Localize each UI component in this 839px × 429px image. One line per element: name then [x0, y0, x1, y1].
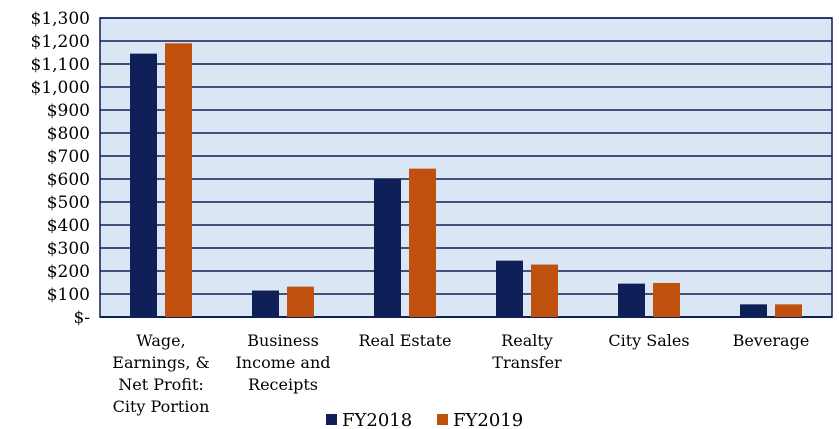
y-tick-label: $800	[47, 124, 90, 144]
bar-fy2018	[374, 179, 401, 317]
y-tick-label: $200	[47, 262, 90, 282]
legend: FY2018 FY2019	[326, 410, 523, 429]
bar-fy2019	[165, 43, 192, 318]
y-tick-label: $100	[47, 285, 90, 305]
y-tick-label: $400	[47, 216, 90, 236]
x-axis-category-labels: Wage, Earnings, & Net Profit: City Portion B…	[112, 331, 809, 416]
bars	[130, 43, 802, 318]
y-tick-label: $900	[47, 101, 90, 121]
y-axis-tick-labels: $- $100 $200 $300 $400 $500 $600 $700 $800 $900 $1…	[31, 9, 90, 328]
legend-swatch-fy2018	[326, 414, 337, 425]
y-tick-label: $500	[47, 193, 90, 213]
y-tick-label: $1,200	[31, 32, 90, 52]
bar-fy2018	[740, 304, 767, 317]
y-tick-label: $300	[47, 239, 90, 259]
bar-fy2018	[618, 283, 645, 317]
x-category-label: Beverage	[733, 331, 810, 350]
y-tick-label: $1,000	[31, 78, 90, 98]
bar-fy2019	[409, 168, 436, 317]
bar-fy2018	[496, 260, 523, 317]
x-category-label: Real Estate	[358, 331, 451, 350]
gridlines	[100, 17, 832, 318]
x-category-label: Realty Transfer	[492, 331, 562, 372]
bar-fy2019	[653, 282, 680, 317]
bar-fy2019	[287, 286, 314, 317]
x-category-label: Business Income and Receipts	[235, 331, 330, 394]
plot-area	[99, 17, 833, 318]
bar-fy2018	[252, 290, 279, 317]
x-category-label: Wage, Earnings, & Net Profit: City Portion	[112, 331, 209, 416]
bar-fy2018	[130, 53, 157, 318]
y-tick-label: $-	[73, 308, 90, 328]
y-tick-label: $600	[47, 170, 90, 190]
y-tick-label: $1,300	[31, 9, 90, 29]
bar-fy2019	[775, 304, 802, 317]
y-tick-label: $700	[47, 147, 90, 167]
legend-label-fy2018: FY2018	[342, 410, 412, 429]
x-category-label: City Sales	[608, 331, 689, 350]
legend-swatch-fy2019	[437, 414, 448, 425]
y-tick-label: $1,100	[31, 55, 90, 75]
bar-fy2019	[531, 264, 558, 317]
legend-label-fy2019: FY2019	[453, 410, 523, 429]
